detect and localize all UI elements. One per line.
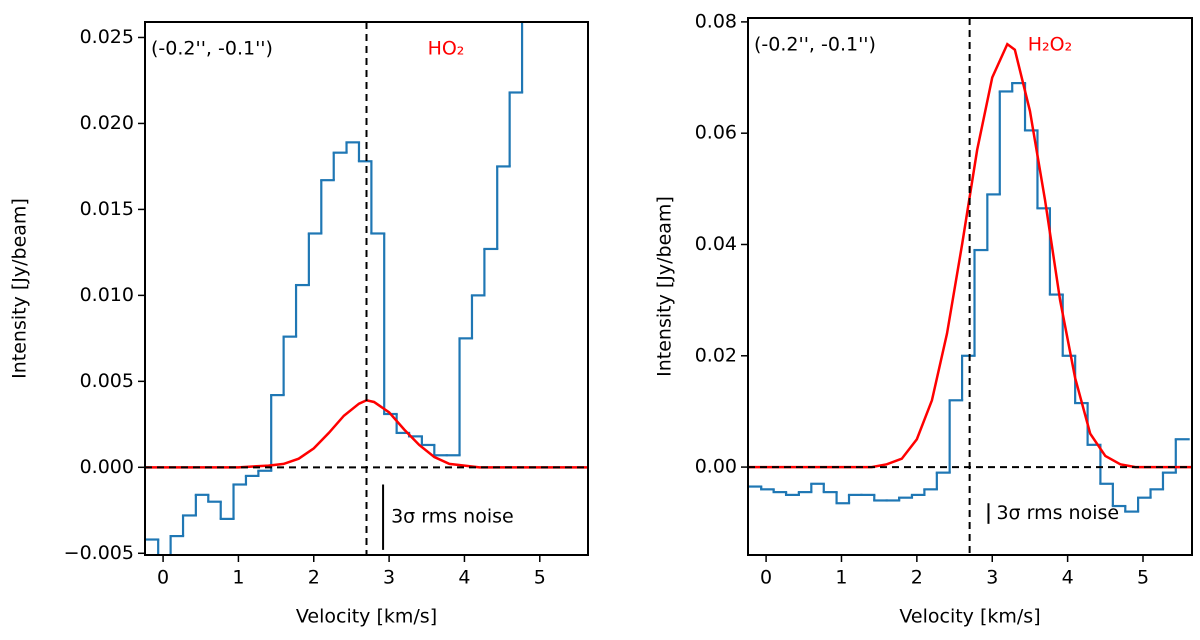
x-tick-label: 1	[835, 567, 847, 589]
y-axis-label: Intensity [Jy/beam]	[654, 196, 676, 377]
annotation: (-0.2'', -0.1'')	[151, 38, 273, 60]
y-axis-label: Intensity [Jy/beam]	[9, 198, 31, 379]
species-label: H₂O₂	[1028, 34, 1072, 56]
x-tick-label: 4	[1062, 567, 1074, 589]
y-tick-label: 0.010	[80, 284, 134, 306]
noise-label: 3σ rms noise	[996, 502, 1119, 524]
x-tick-label: 5	[534, 567, 546, 589]
plot-area	[748, 18, 1192, 555]
species-label: HO₂	[428, 38, 465, 60]
x-tick-label: 2	[911, 567, 923, 589]
y-tick-label: 0.08	[695, 10, 737, 32]
x-tick-label: 4	[458, 567, 470, 589]
annotation: (-0.2'', -0.1'')	[754, 34, 876, 56]
noise-label: 3σ rms noise	[391, 506, 514, 528]
axes-frame	[747, 17, 1193, 556]
y-tick-label: 0.06	[695, 122, 737, 144]
x-tick-label: 0	[760, 567, 772, 589]
y-tick-label: 0.00	[695, 456, 737, 478]
y-tick-label: 0.025	[80, 26, 134, 48]
y-tick-label: −0.005	[64, 542, 134, 564]
x-tick-label: 0	[157, 567, 169, 589]
x-axis-label: Velocity [km/s]	[296, 606, 437, 628]
plot-area	[145, 22, 588, 555]
x-tick-label: 3	[383, 567, 395, 589]
x-tick-label: 1	[232, 567, 244, 589]
x-axis-label: Velocity [km/s]	[899, 606, 1040, 628]
y-tick-label: 0.020	[80, 112, 134, 134]
y-tick-label: 0.000	[80, 456, 134, 478]
y-tick-label: 0.005	[80, 370, 134, 392]
y-tick-label: 0.015	[80, 198, 134, 220]
y-tick-label: 0.02	[695, 344, 737, 366]
x-tick-label: 5	[1137, 567, 1149, 589]
x-tick-label: 2	[308, 567, 320, 589]
model-line	[748, 42, 1192, 469]
y-tick-label: 0.04	[695, 233, 737, 255]
axes-frame	[144, 21, 589, 556]
x-tick-label: 3	[986, 567, 998, 589]
